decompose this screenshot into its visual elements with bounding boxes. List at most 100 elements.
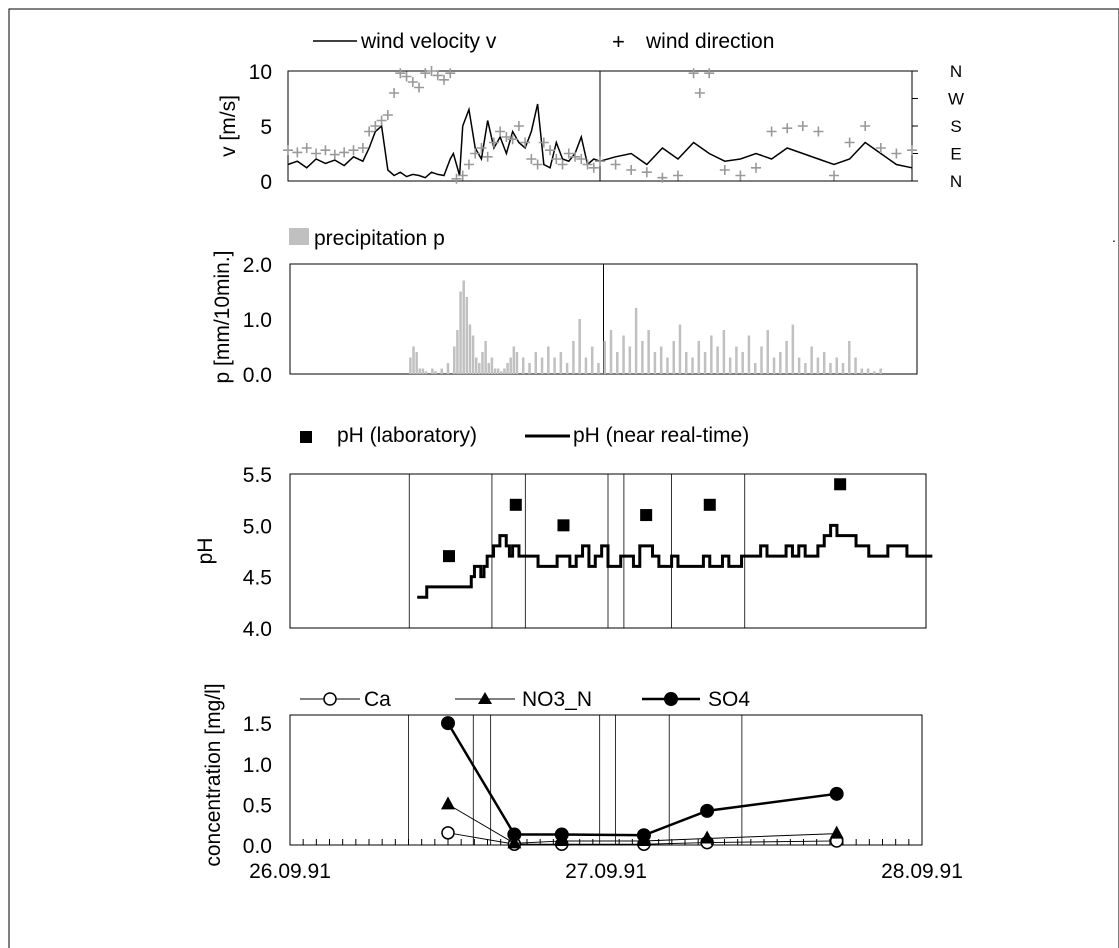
wind-direction-legend-label: wind direction [645,30,774,53]
so4-marker [554,827,569,842]
precip-bar [641,341,644,374]
wind-direction-marker [844,137,855,148]
precip-bar [666,357,669,374]
precip-bar [678,324,682,374]
precip-bar [697,341,701,374]
conc-y-tick-label: 0.5 [243,794,272,817]
precip-bar [468,324,472,374]
wind-direction-marker [557,159,568,170]
wind-y-tick-label: 10 [249,61,272,84]
precip-y-tick-label: 0.0 [243,364,272,387]
ph-ylabel: pH [194,538,217,565]
precip-bar [493,368,497,374]
wind-direction-marker [860,121,871,131]
precip-bar [528,363,531,374]
precip-bar [816,357,820,374]
wind-direction-axis-label: N [950,172,962,191]
wind-direction-marker [891,148,902,159]
conc-y-tick-label: 1.5 [243,713,272,736]
precip-bar [873,371,876,374]
precip-bar [506,363,509,374]
wind-direction-marker [704,68,715,79]
so4-marker [507,827,522,842]
wind-direction-marker [688,68,699,79]
wind-y-tick-label: 5 [260,116,272,139]
precip-bar [559,352,563,374]
wind-direction-axis-label: E [950,145,961,164]
precip-bar [685,352,688,374]
precip-bar [659,346,663,374]
wind-panel: wind velocity v + wind direction v [m/s]… [217,29,964,194]
ph-lab-marker [640,509,653,522]
wind-direction-marker [719,165,730,175]
wind-direction-marker [875,143,886,153]
ph-lab-legend-marker [300,431,312,443]
precip-bar [854,357,857,374]
ca-legend-marker [323,692,337,706]
wind-direction-marker [595,156,605,167]
wind-direction-marker [495,126,506,137]
precip-bar [572,341,575,374]
precip-bar [879,368,882,374]
precip-bar [500,371,503,374]
wind-direction-marker [283,145,293,156]
wind-y-tick-labels: 0 5 10 [249,61,272,194]
ph-realtime-line [417,523,933,599]
so4-marker [700,803,715,818]
precip-bar [446,363,450,374]
wind-direction-marker [420,68,431,79]
wind-direction-marker [311,148,322,159]
conc-y-tick-label: 0.0 [243,835,272,858]
precip-y-tick-labels: 0.0 1.0 2.0 [243,254,272,387]
precip-bar [597,363,600,374]
no3-marker [829,825,844,839]
wind-direction-marker [551,154,562,164]
wind-direction-marker [626,165,637,175]
x-tick-label: 28.09.91 [881,860,963,883]
wind-direction-marker [301,143,312,153]
precip-legend-label: precipitation p [314,227,445,250]
wind-direction-marker [751,162,761,173]
wind-y-tick-label: 0 [260,171,272,194]
wind-direction-marker [389,88,400,98]
wind-direction-marker [766,126,777,137]
precip-bar [484,341,487,374]
wind-direction-marker [673,170,683,181]
precip-bar [628,346,632,374]
wind-velocity-line [287,103,913,179]
no3-legend-label: NO3_N [522,688,592,711]
ph-y-tick-labels: 4.0 4.5 5.0 5.5 [243,464,272,641]
precip-bar [841,363,845,374]
wind-direction-marker [641,167,652,178]
precip-bar [424,371,428,374]
ph-y-tick-label: 5.0 [243,515,272,538]
stray-dot: . [1112,229,1116,245]
so4-marker [441,716,455,731]
wind-direction-marker [451,173,462,184]
wind-direction-marker [797,121,808,131]
wind-direction-marker [538,137,549,148]
precip-bar [534,352,538,374]
conc-plot-marks [408,715,844,851]
ph-y-tick-label: 5.5 [243,464,272,487]
precip-bar [829,363,832,374]
wind-direction-marker [907,145,917,156]
precip-bar [418,368,422,374]
ph-lab-marker [443,550,455,563]
precip-bar [481,352,484,374]
precip-bar [848,341,851,374]
wind-direction-marker [395,68,406,79]
wind-velocity-legend-label: wind velocity v [360,30,497,53]
ph-lab-marker [557,519,570,532]
wind-direction-marker [482,151,493,162]
no3-marker [507,835,522,849]
conc-plot-area [289,714,923,846]
precip-bar [735,346,738,374]
precip-bar [791,324,795,374]
wind-direction-marker [292,147,303,158]
conc-legend: Ca NO3_N SO4 [300,688,750,711]
wind-direction-marker [407,77,418,87]
wind-legend: wind velocity v + wind direction [313,29,774,54]
precip-bar [490,357,494,374]
